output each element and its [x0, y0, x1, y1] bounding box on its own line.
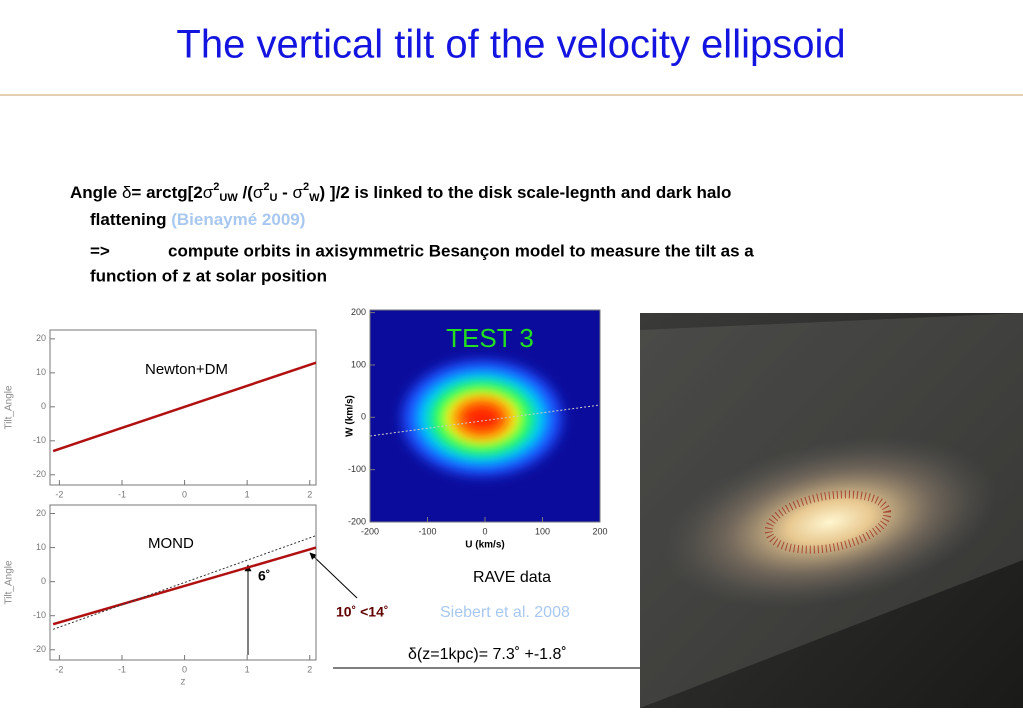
arrow — [309, 552, 358, 599]
x-tick-label: 200 — [592, 526, 607, 536]
x-axis-label: z — [181, 677, 186, 688]
annotation: 6˚ — [258, 568, 270, 584]
y-tick-label: -100 — [348, 464, 366, 474]
x-tick-label: 0 — [182, 664, 187, 674]
x-tick-label: -200 — [361, 526, 379, 536]
y-tick-label: 100 — [351, 359, 366, 369]
y-tick-label: -10 — [33, 610, 46, 620]
y-tick-label: 20 — [36, 333, 46, 343]
y-tick-label: 10 — [36, 542, 46, 552]
y-tick-label: 10 — [36, 367, 46, 377]
x-tick-label: 2 — [307, 664, 312, 674]
x-tick-label: 1 — [245, 489, 250, 499]
y-axis-label: Tilt_Angle — [4, 385, 15, 430]
x-tick-label: -2 — [55, 489, 63, 499]
x-tick-label: 0 — [182, 489, 187, 499]
x-tick-label: 1 — [245, 664, 250, 674]
tilt-line — [369, 404, 601, 437]
y-tick-label: -20 — [33, 644, 46, 654]
bullet-text: compute orbits in axisymmetric Besançon … — [168, 241, 754, 260]
x-tick-label: -1 — [118, 489, 126, 499]
plot-frame — [49, 329, 317, 486]
y-axis-label: W (km/s) — [345, 395, 356, 437]
y-tick-label: -200 — [348, 516, 366, 526]
fit-line — [52, 546, 317, 626]
annotation: Siebert et al. 2008 — [440, 604, 570, 621]
x-tick-label: 0 — [482, 526, 487, 536]
x-tick-label: -100 — [418, 526, 436, 536]
annotation: 10˚ <14˚ — [336, 604, 389, 620]
annotation: RAVE data — [473, 569, 551, 586]
y-tick-label: -10 — [33, 435, 46, 445]
y-tick-label: -20 — [33, 469, 46, 479]
panel-label: MOND — [148, 535, 194, 552]
bullet-arrow: => — [90, 241, 110, 260]
y-tick-label: 0 — [41, 576, 46, 586]
galaxy-disk — [662, 436, 998, 608]
bullet-text: flattening (Bienaymé 2009) — [90, 210, 305, 229]
x-axis-label: U (km/s) — [465, 540, 504, 551]
y-tick-label: 0 — [41, 401, 46, 411]
y-axis-label: Tilt_Angle — [4, 560, 15, 605]
x-tick-label: 100 — [535, 526, 550, 536]
y-tick-label: 200 — [351, 307, 366, 317]
fit-line — [52, 535, 317, 630]
density-contour — [462, 405, 502, 431]
bullet-text: function of z at solar position — [90, 266, 327, 285]
bullet-text: Angle δ= arctg[2σ2UW /(σ2U - σ2W) ]/2 is… — [70, 181, 731, 204]
fit-line — [52, 361, 317, 453]
plot-frame — [49, 504, 317, 661]
slide-title: The vertical tilt of the velocity ellips… — [176, 23, 845, 67]
panel-label: Newton+DM — [145, 361, 228, 378]
y-tick-label: 20 — [36, 508, 46, 518]
x-tick-label: -1 — [118, 664, 126, 674]
heatmap-title: TEST 3 — [446, 323, 534, 353]
x-tick-label: -2 — [55, 664, 63, 674]
x-tick-label: 2 — [307, 489, 312, 499]
orbit-ring — [764, 490, 892, 554]
y-tick-label: 0 — [361, 412, 366, 422]
annotation: δ(z=1kpc)= 7.3˚ +-1.8˚ — [408, 646, 567, 663]
